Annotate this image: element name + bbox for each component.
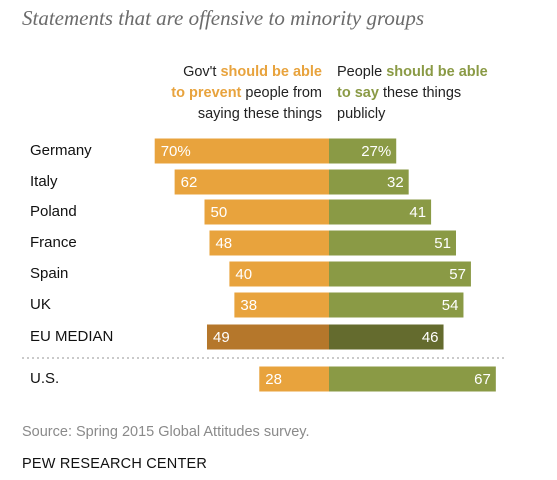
value-label: 50 [211,204,228,221]
bar [154,138,329,164]
column-header: publicly [337,106,386,122]
category-label: Poland [30,203,77,220]
header-text: to say [337,85,379,101]
header-text: Gov't [183,64,220,80]
value-label: 27% [361,143,391,160]
bar [329,324,444,350]
category-label: EU MEDIAN [30,328,113,345]
header-text: these things [379,85,461,101]
value-label: 62 [181,174,198,191]
value-label: 57 [449,266,466,283]
value-label: 46 [422,329,439,346]
category-label: Spain [30,265,68,282]
bar [209,230,329,256]
source: Source: Spring 2015 Global Attitudes sur… [22,424,309,440]
value-label: 40 [235,266,252,283]
bar [329,366,496,392]
value-label: 41 [409,204,426,221]
bar [259,366,329,392]
value-label: 38 [240,297,257,314]
bar [329,292,464,318]
category-label: France [30,234,77,251]
column-header: saying these things [198,106,322,122]
header-text: to prevent [171,85,241,101]
footer: PEW RESEARCH CENTER [22,456,207,472]
bar [234,292,329,318]
category-label: UK [30,296,51,313]
value-label: 48 [215,235,232,252]
category-label: Italy [30,173,58,190]
header-text: People [337,64,386,80]
value-label: 67 [474,371,491,388]
bar [206,324,329,350]
value-label: 54 [442,297,459,314]
chart-title: Statements that are offensive to minorit… [22,6,424,30]
bar [329,138,397,164]
column-header: to prevent people from [171,85,322,101]
header-text: saying these things [198,106,322,122]
header-text: should be able [386,64,488,80]
bar [204,199,329,225]
bar [329,199,432,225]
column-header: Gov't should be able [183,64,322,80]
header-text: publicly [337,106,386,122]
column-header: People should be able [337,64,488,80]
category-label: Germany [30,142,92,159]
value-label: 28 [265,371,282,388]
bar [329,261,471,287]
bar [329,230,456,256]
category-label: U.S. [30,370,59,387]
value-label: 70% [161,143,191,160]
bar [329,169,409,195]
bar [229,261,329,287]
value-label: 32 [387,174,404,191]
value-label: 49 [213,329,230,346]
header-text: people from [241,85,322,101]
bar [174,169,329,195]
header-text: should be able [220,64,322,80]
column-header: to say these things [337,85,461,101]
value-label: 51 [434,235,451,252]
